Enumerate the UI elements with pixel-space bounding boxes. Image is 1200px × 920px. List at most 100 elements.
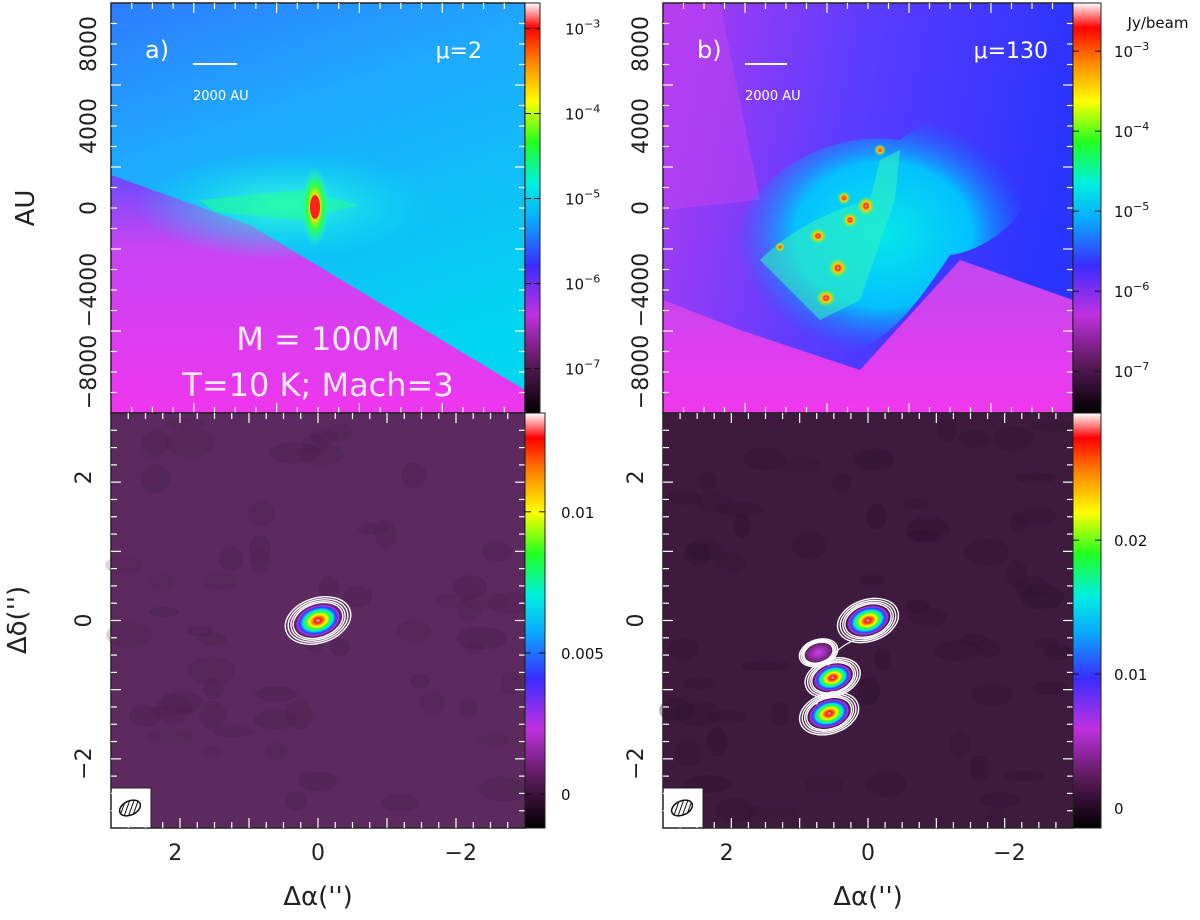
noise-blob xyxy=(959,633,988,647)
noise-blob xyxy=(481,541,514,562)
panel-d-colorbar-tick-label: 0 xyxy=(1114,800,1124,818)
panel-a-image xyxy=(111,3,525,413)
noise-blob xyxy=(325,423,354,442)
panel-a-colorbar-tick-label: 10−7 xyxy=(565,358,600,379)
noise-blob xyxy=(308,430,339,444)
noise-blob xyxy=(202,573,237,591)
noise-blob xyxy=(268,442,320,464)
noise-blob xyxy=(284,791,308,810)
noise-blob xyxy=(936,419,957,442)
noise-blob xyxy=(254,686,298,702)
panel-c-x-tick-label: 2 xyxy=(168,841,182,866)
noise-blob xyxy=(1019,583,1065,611)
panel-b-colorbar-tick-label: 10−3 xyxy=(1114,40,1149,61)
noise-blob xyxy=(453,575,488,600)
noise-blob xyxy=(674,738,702,767)
noise-blob xyxy=(419,691,446,714)
noise-blob xyxy=(155,694,193,724)
noise-blob xyxy=(986,805,1006,827)
panel-b-colorbar-tick-label: 10−4 xyxy=(1114,120,1149,141)
noise-blob xyxy=(716,502,764,518)
panel-b-colorbar-tick-label: 10−7 xyxy=(1114,360,1149,381)
panel-a-colorbar-tick-label: 10−4 xyxy=(565,103,600,124)
noise-blob xyxy=(296,443,345,465)
noise-blob xyxy=(1012,507,1057,525)
noise-blob xyxy=(1033,637,1059,649)
noise-blob xyxy=(455,626,508,650)
noise-blob xyxy=(1014,576,1050,599)
noise-blob xyxy=(865,771,907,798)
noise-blob xyxy=(487,592,535,615)
noise-blob xyxy=(831,472,852,494)
panel-c-source-emission xyxy=(295,604,341,637)
noise-blob xyxy=(218,546,244,572)
noise-blob xyxy=(781,455,820,477)
noise-blob xyxy=(1043,644,1073,661)
panel-a-scale-bar-label: 2000 AU xyxy=(193,89,249,104)
panel-d-noise xyxy=(659,419,1077,827)
panel-d-contour xyxy=(803,641,834,664)
noise-blob xyxy=(857,676,880,706)
panel-d-contour xyxy=(801,640,836,665)
panel-b-y-tick-label: 0 xyxy=(629,201,654,215)
panel-b-image xyxy=(663,3,1073,413)
panel-c-x-tick-label: 0 xyxy=(311,841,325,866)
noise-blob xyxy=(933,640,982,661)
panel-d-beam-ellipse xyxy=(670,799,694,817)
panel-a-colorbar-tick-label: 10−6 xyxy=(565,273,600,294)
noise-blob xyxy=(284,700,313,730)
panel-b-mu-label: μ=130 xyxy=(974,39,1048,64)
panel-b-ticks xyxy=(663,3,1073,413)
noise-blob xyxy=(682,677,714,690)
panel-a-annotation-conditions: T=10 K; Mach=3 xyxy=(181,366,453,404)
panel-a-y-tick-label: −4000 xyxy=(77,253,102,327)
noise-blob xyxy=(971,682,1014,707)
noise-blob xyxy=(146,728,195,744)
panel-d-contour xyxy=(844,603,892,638)
noise-blob xyxy=(202,677,225,700)
panel-a-ticks xyxy=(111,3,525,413)
panel-c-colorbar-tick-label: 0.01 xyxy=(561,504,594,522)
panel-c-colorbar-tick-label: 0.005 xyxy=(561,645,604,663)
panel-c-noise xyxy=(105,417,535,812)
noise-blob xyxy=(791,531,826,560)
panel-d-colorbar-tick-label: 0.01 xyxy=(1114,666,1147,684)
noise-blob xyxy=(198,632,227,646)
panel-d-contour xyxy=(798,691,860,736)
panel-d-source-emission xyxy=(805,643,832,663)
noise-blob xyxy=(902,498,930,510)
noise-blob xyxy=(200,745,223,757)
panel-a-mu-label: μ=2 xyxy=(436,39,482,64)
panel-d-y-tick-label: 0 xyxy=(624,614,649,628)
panel-b-colorbar-tick-label: 10−5 xyxy=(1114,200,1149,221)
panel-b-label: b) xyxy=(697,36,722,64)
noise-blob xyxy=(374,519,397,549)
panel-d-colorbar-tick-label: 0.02 xyxy=(1114,532,1147,550)
noise-blob xyxy=(1002,771,1044,782)
panel-b-y-tick-label: −4000 xyxy=(629,253,654,327)
noise-blob xyxy=(805,773,843,797)
panel-c-source-1 xyxy=(284,596,352,645)
panel-d-contour xyxy=(839,599,897,642)
panel-d-source-4 xyxy=(798,638,839,668)
panel-a-y-tick-label: 0 xyxy=(77,201,102,215)
noise-blob xyxy=(142,441,166,459)
panel-c-contour xyxy=(287,598,349,643)
noise-blob xyxy=(148,606,180,617)
noise-blob xyxy=(150,574,175,592)
panel-d-source-emission xyxy=(808,698,850,729)
noise-blob xyxy=(908,607,948,628)
noise-blob xyxy=(686,539,725,560)
panel-c-x-tick-label: −2 xyxy=(445,841,477,866)
panel-c-y-tick-label: 0 xyxy=(72,614,97,628)
noise-blob xyxy=(500,671,523,696)
noise-blob xyxy=(457,597,482,620)
panel-c-ticks xyxy=(111,413,525,828)
panel-b-y-tick-label: 8000 xyxy=(629,16,654,72)
panel-d-contour xyxy=(798,638,839,668)
noise-blob xyxy=(873,648,891,671)
noise-blob xyxy=(978,792,1020,808)
panel-c-y-axis-label: Δδ('') xyxy=(3,586,33,654)
noise-blob xyxy=(141,430,172,454)
panel-b-y-tick-label: −8000 xyxy=(629,335,654,409)
